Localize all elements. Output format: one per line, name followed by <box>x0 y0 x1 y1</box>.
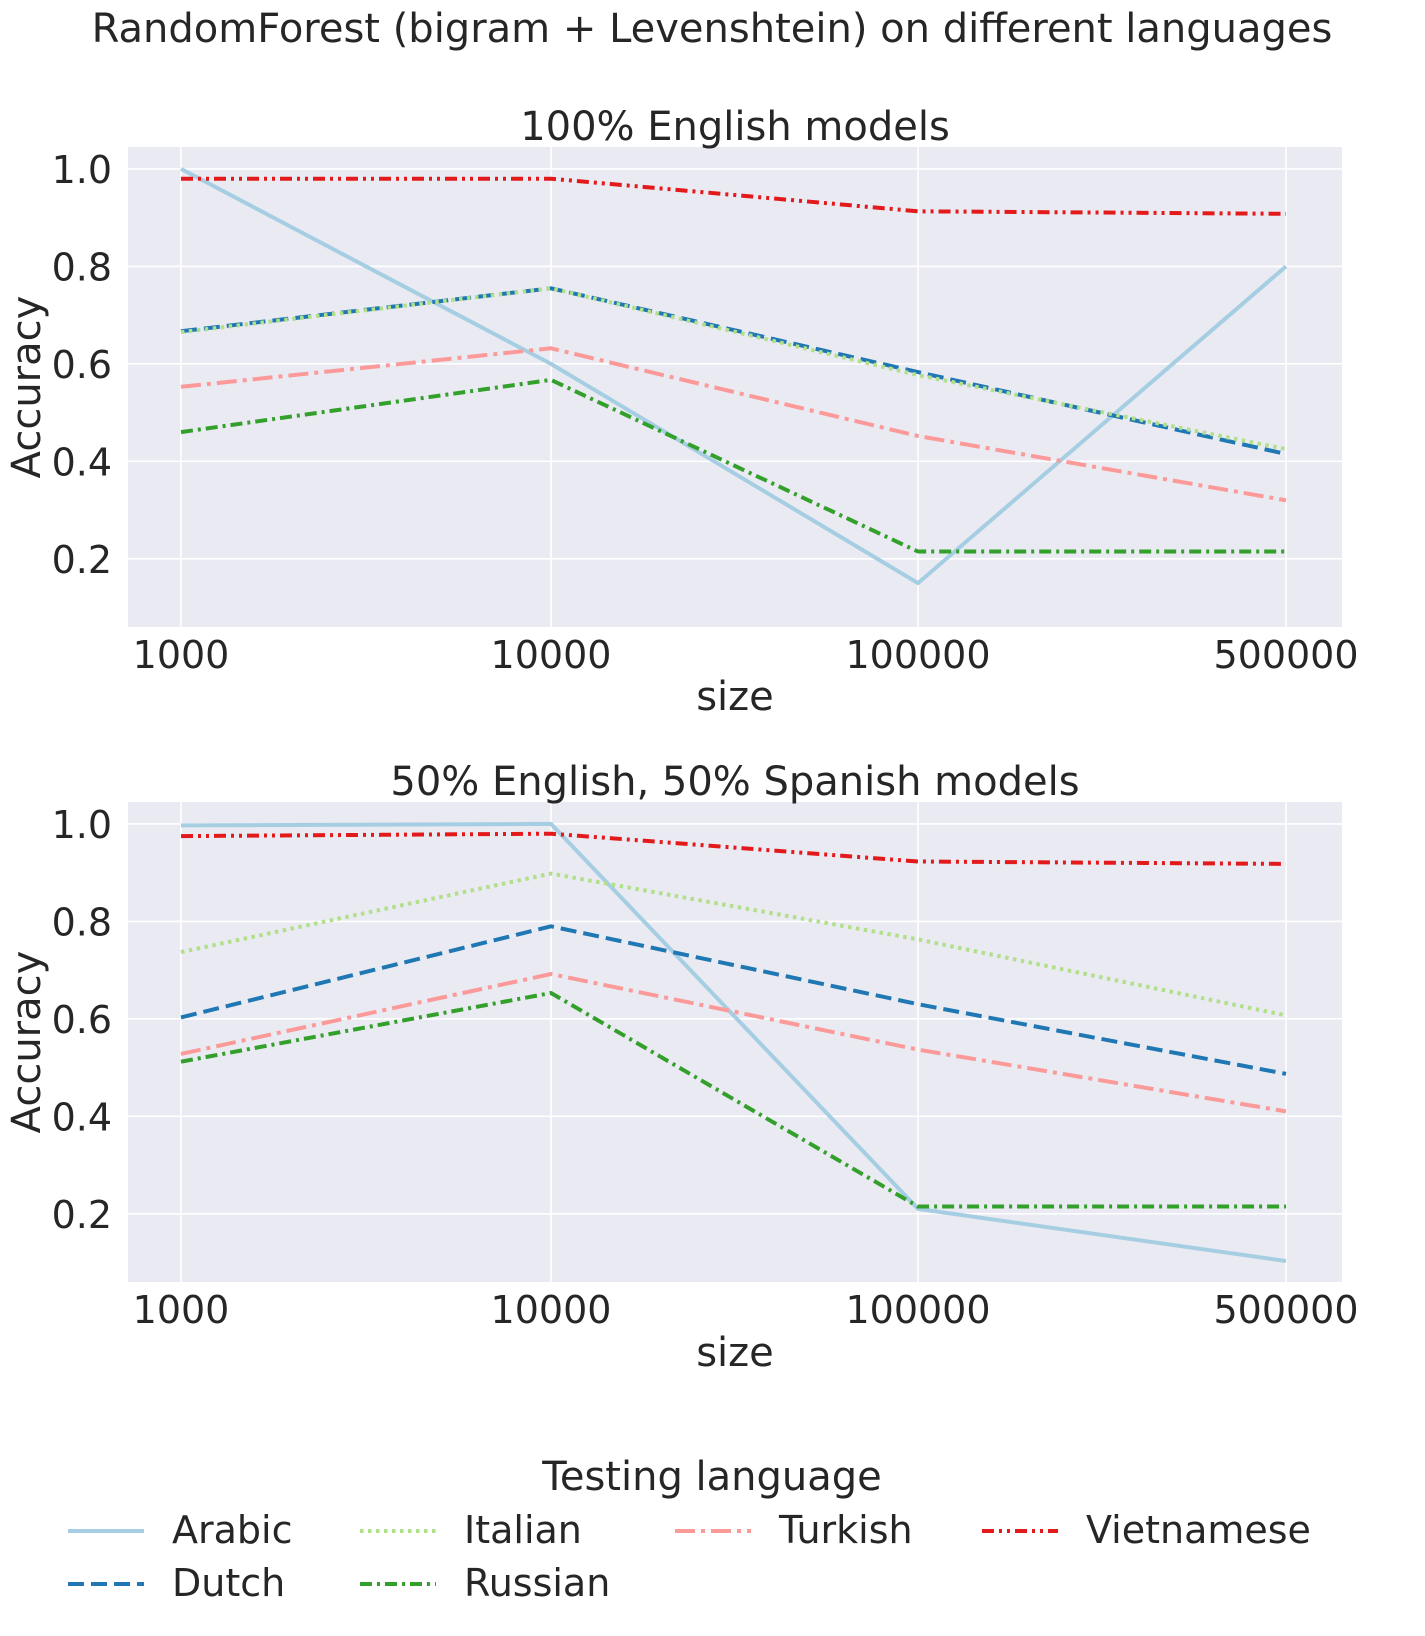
series-line-turkish <box>180 972 1287 1114</box>
chart-panels: 0.2 0.4 0.6 0.8 1.0 1000 10000 100000 500000 100%… <box>4 104 1359 1376</box>
series-line-russian <box>180 377 1286 554</box>
x-tick-label: 500000 <box>1213 1288 1358 1332</box>
y-tick-label: 1.0 <box>52 803 112 847</box>
series-line-vietnamese <box>180 831 1287 866</box>
legend-title: Testing language <box>541 1454 882 1500</box>
series-line-dutch <box>180 924 1287 1076</box>
legend-item-italian: Italian <box>360 1508 582 1552</box>
legend-label-italian: Italian <box>464 1508 582 1552</box>
series-line-italian <box>180 871 1287 1018</box>
x-tick-label: 10000 <box>491 633 612 677</box>
chart-panel-1: 0.2 0.4 0.6 0.8 1.0 1000 10000 100000 500000 100%… <box>4 104 1359 720</box>
y-axis-label: Accuracy <box>4 951 50 1134</box>
plot-area <box>128 147 1342 627</box>
x-tick-label: 100000 <box>845 1288 990 1332</box>
legend-label-russian: Russian <box>464 1561 610 1605</box>
legend-label-vietnamese: Vietnamese <box>1086 1508 1311 1552</box>
legend-label-dutch: Dutch <box>172 1561 285 1605</box>
series-line-russian <box>180 991 1286 1209</box>
x-tick-label: 10000 <box>491 1288 612 1332</box>
y-tick-label: 1.0 <box>52 148 112 192</box>
figure-title: RandomForest (bigram + Levenshtein) on d… <box>92 6 1333 52</box>
chart-panel-2: 0.2 0.4 0.6 0.8 1.0 1000 10000 100000 500000 50% … <box>4 759 1359 1376</box>
x-tick-label: 100000 <box>845 633 990 677</box>
x-tick-label: 1000 <box>133 1288 230 1332</box>
panel-title: 100% English models <box>520 104 950 150</box>
legend-label-turkish: Turkish <box>778 1508 913 1552</box>
y-tick-label: 0.4 <box>52 440 112 484</box>
y-tick-label: 0.2 <box>52 1193 112 1237</box>
y-tick-label: 0.8 <box>52 245 112 289</box>
legend: Testing language Arabic Italian Turkish Vie… <box>68 1454 1311 1605</box>
legend-item-russian: Russian <box>360 1561 610 1605</box>
legend-item-arabic: Arabic <box>68 1508 292 1552</box>
y-axis-label: Accuracy <box>4 296 50 479</box>
series-line-turkish <box>180 346 1287 503</box>
y-tick-label: 0.2 <box>52 538 112 582</box>
x-axis-label: size <box>696 674 774 720</box>
x-axis-label: size <box>696 1330 774 1376</box>
plot-area <box>128 802 1342 1282</box>
y-tick-label: 0.4 <box>52 1095 112 1139</box>
series-line-italian <box>180 286 1287 452</box>
legend-item-turkish: Turkish <box>675 1508 913 1552</box>
y-tick-label: 0.6 <box>52 998 112 1042</box>
series-line-arabic <box>180 821 1287 1263</box>
panel-title: 50% English, 50% Spanish models <box>390 759 1079 805</box>
y-tick-label: 0.6 <box>52 343 112 387</box>
legend-item-vietnamese: Vietnamese <box>982 1508 1311 1552</box>
x-tick-label: 1000 <box>133 633 230 677</box>
legend-label-arabic: Arabic <box>172 1508 292 1552</box>
x-tick-label: 500000 <box>1213 633 1358 677</box>
legend-item-dutch: Dutch <box>68 1561 285 1605</box>
series-line-arabic <box>180 167 1288 586</box>
y-tick-label: 0.8 <box>52 900 112 944</box>
series-line-vietnamese <box>181 176 1287 216</box>
